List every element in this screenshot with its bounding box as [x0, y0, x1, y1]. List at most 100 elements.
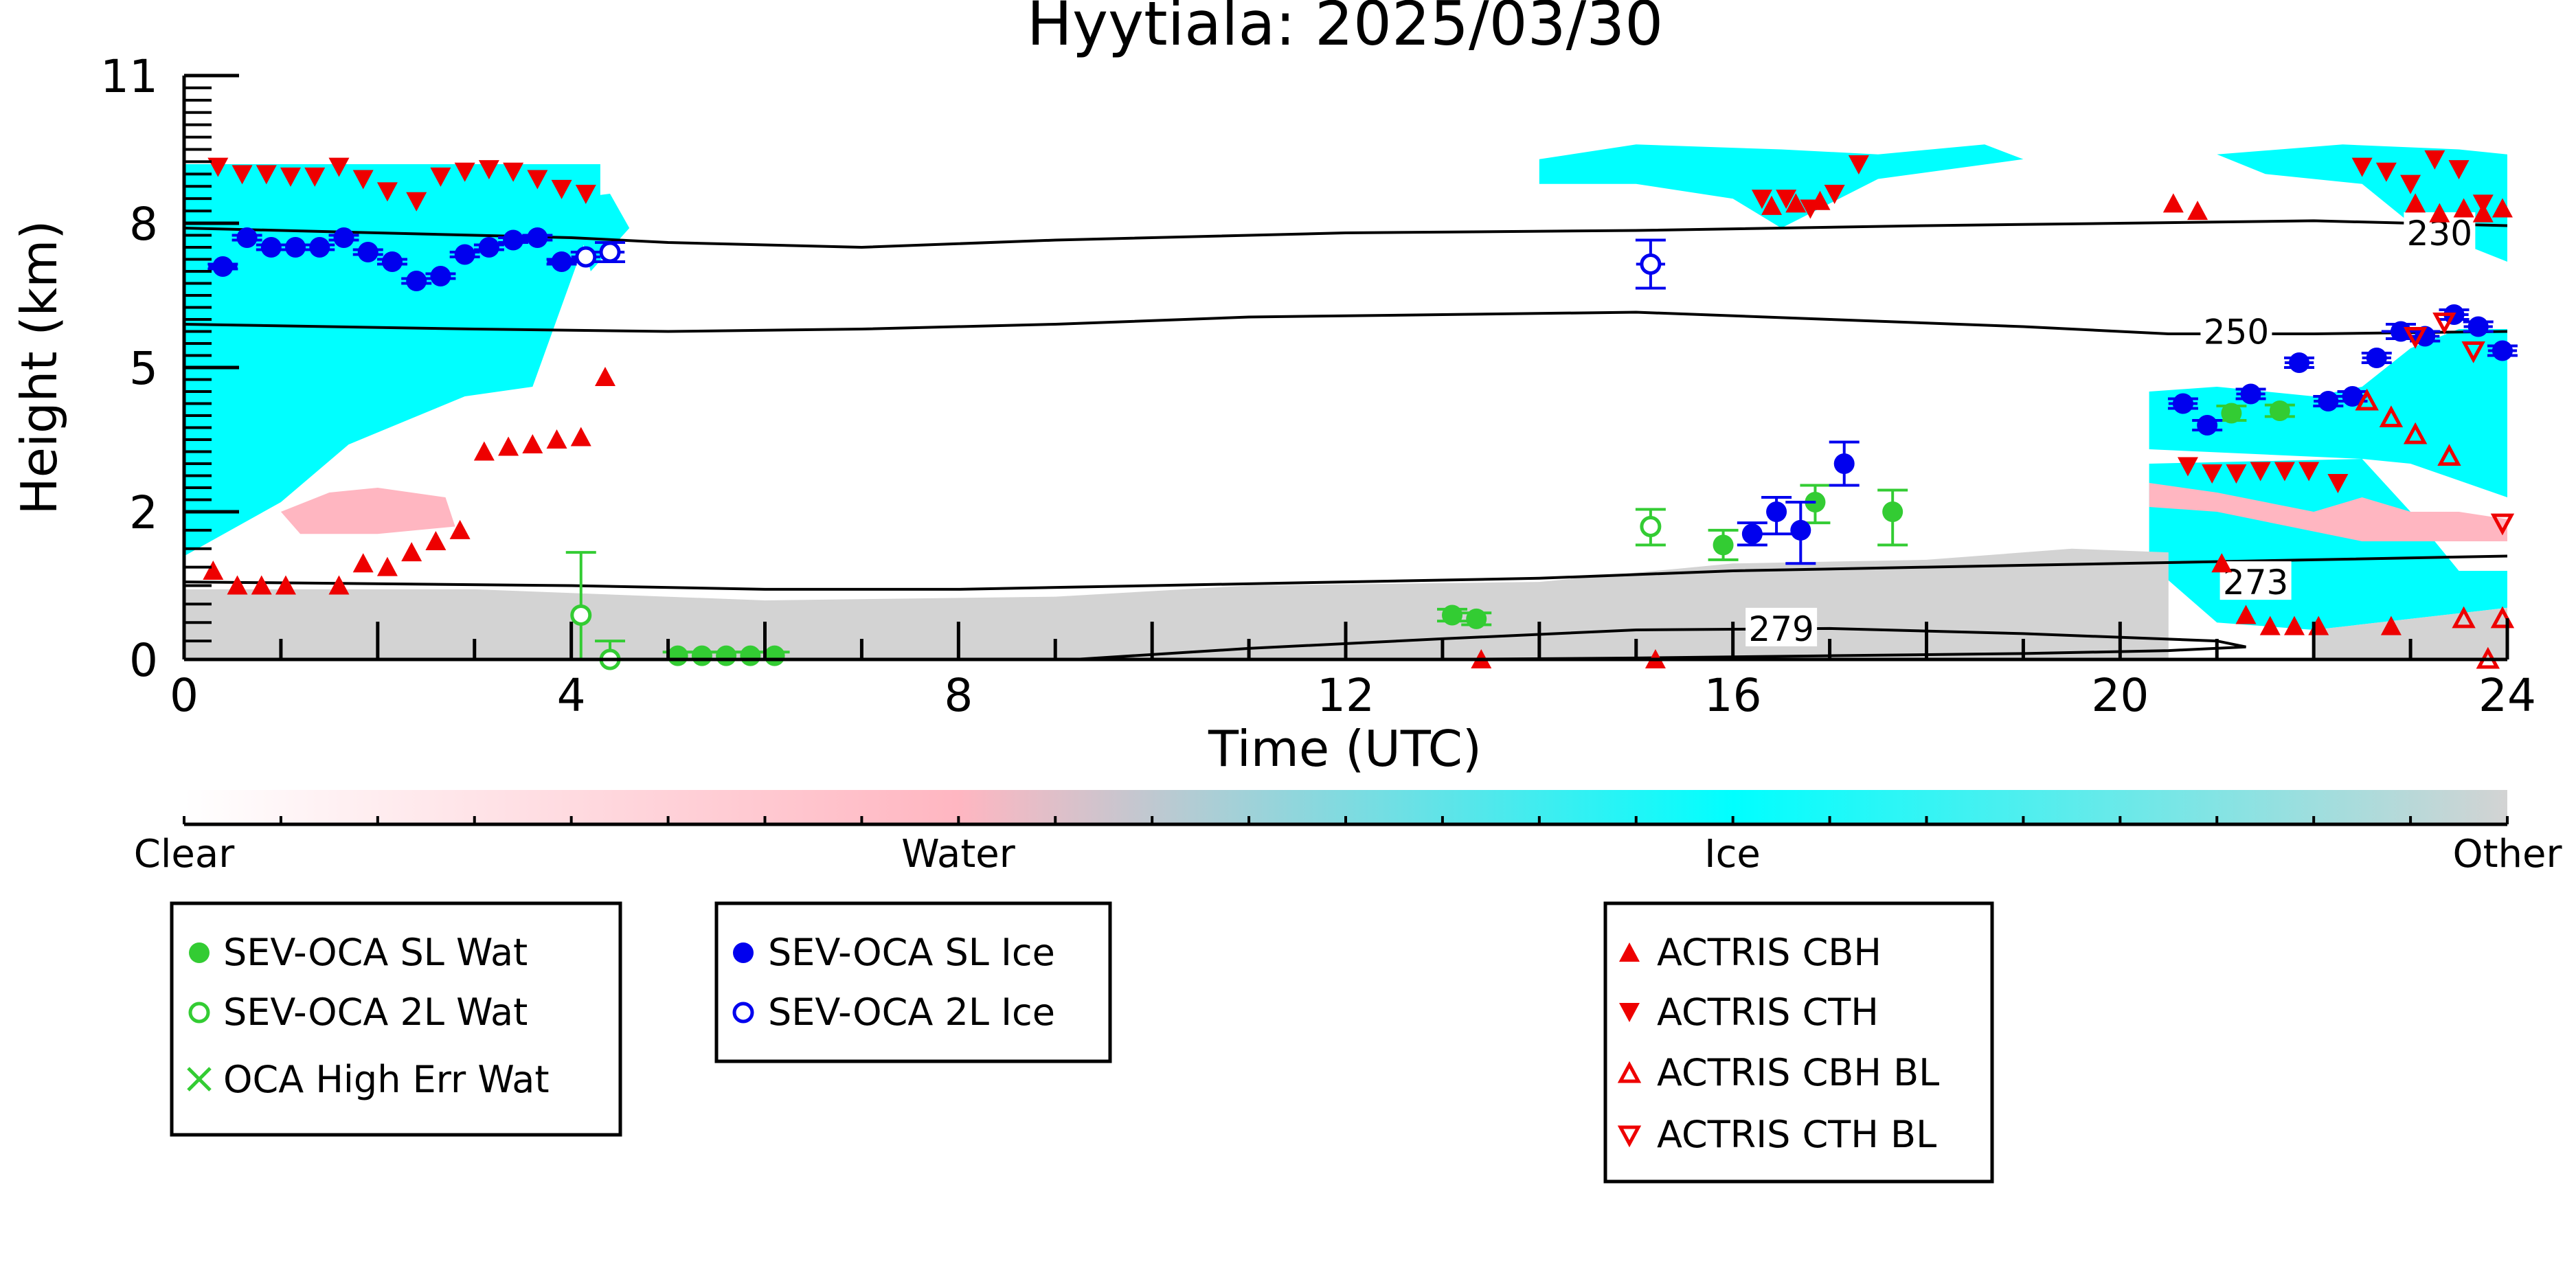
sev-oca-sl-ice-point — [1833, 453, 1855, 474]
actris-cth-point — [551, 179, 572, 199]
sev-oca-sl-ice-point — [2197, 415, 2218, 436]
sev-oca-2l-ice-point — [599, 241, 621, 263]
sev-oca-2l-wat-point — [570, 605, 592, 626]
actris-cth-point — [1824, 185, 1845, 204]
sev-oca-sl-ice-point — [381, 251, 403, 272]
actris-cth-point — [376, 182, 398, 202]
sev-oca-sl-wat-point — [716, 645, 737, 666]
colorbar-label-other: Other — [2452, 832, 2562, 877]
cloud-region-ice-5 — [2149, 459, 2507, 630]
actris-cth-point — [454, 162, 475, 182]
legend-label-actris-cth: ACTRIS CTH — [1657, 991, 1879, 1034]
sev-oca-sl-wat-point — [1466, 608, 1487, 629]
sev-oca-sl-wat-point — [2269, 400, 2290, 421]
cloud-region-water-6 — [280, 488, 455, 534]
actris-cth-point — [2351, 157, 2373, 177]
chart-title: Hyytiala: 2025/03/30 — [1027, 0, 1663, 59]
y-tick-label: 5 — [129, 342, 158, 395]
actris-cbh-point — [251, 575, 272, 595]
actris-cbh-point — [2492, 198, 2513, 218]
actris-cth-point — [352, 170, 374, 190]
legend-marker-oca-high-err-wat — [187, 1067, 212, 1092]
actris-cth-point — [575, 185, 596, 204]
legend-water: SEV-OCA SL Wat SEV-OCA 2L Wat OCA High E… — [170, 901, 622, 1137]
isotherm-line-273 — [184, 554, 2507, 591]
data-marks — [203, 150, 2518, 670]
actris-cth-point — [2274, 462, 2295, 482]
actris-cbh-point — [522, 434, 543, 453]
isotherm-label-bg-279 — [1745, 607, 1818, 646]
sev-oca-sl-ice-point — [2342, 386, 2363, 407]
sev-oca-sl-ice-point — [1741, 523, 1763, 545]
actris-cth-point — [1848, 155, 1869, 174]
actris-cbh-point — [203, 561, 224, 580]
x-tick-label: 20 — [2091, 669, 2149, 722]
actris-cbh-point — [546, 429, 567, 449]
actris-cth-point — [1800, 199, 1821, 219]
sev-oca-sl-wat-point — [1882, 501, 1903, 522]
actris-cth-point — [430, 167, 451, 187]
sev-oca-sl-ice-point — [212, 256, 234, 277]
isotherm-label-279: 279 — [1748, 609, 1814, 649]
sev-oca-sl-wat-point — [764, 645, 785, 666]
sev-oca-sl-wat-point — [1442, 605, 1463, 626]
actris-cbh-point — [352, 553, 374, 573]
sev-oca-sl-ice-point — [260, 237, 282, 258]
y-tick-label: 0 — [129, 634, 158, 687]
sev-oca-sl-ice-point — [1790, 519, 1811, 541]
isotherm-label-bg-250 — [2200, 310, 2272, 350]
legend-marker-sev-sl-wat — [189, 942, 210, 963]
actris-cth-point — [207, 157, 229, 177]
actris-cbh-point — [2380, 615, 2402, 635]
legend-marker-actris-cth-bl — [1617, 1125, 1642, 1148]
actris-cbh-point — [425, 531, 447, 550]
actris-cth-point — [406, 192, 427, 212]
actris-cbh-point — [2235, 605, 2257, 624]
actris-cth-point — [2327, 474, 2349, 493]
sev-oca-2l-ice-point — [1640, 253, 1662, 275]
sev-oca-sl-ice-point — [2390, 321, 2411, 342]
legend-label-actris-cbh: ACTRIS CBH — [1657, 931, 1882, 974]
legend-label-sev-sl-ice: SEV-OCA SL Ice — [768, 931, 1055, 974]
sev-oca-sl-ice-point — [333, 227, 354, 248]
actris-cbh-point — [2453, 198, 2474, 218]
x-tick-label: 24 — [2478, 669, 2536, 722]
sev-oca-sl-ice-point — [430, 266, 451, 286]
legend-marker-actris-cbh-bl — [1617, 1061, 1642, 1083]
actris-cth-bl-point — [2403, 327, 2428, 349]
actris-cth-point — [231, 165, 253, 185]
actris-cth-point — [2250, 462, 2271, 482]
actris-cbh-point — [2259, 615, 2281, 635]
actris-cbh-point — [2162, 193, 2184, 213]
sev-oca-sl-ice-point — [527, 227, 548, 248]
y-tick-label: 2 — [129, 486, 158, 539]
legend-ice: SEV-OCA SL Ice SEV-OCA 2L Ice — [714, 901, 1112, 1063]
actris-cth-point — [2400, 174, 2421, 194]
sev-oca-sl-ice-point — [2318, 391, 2339, 411]
actris-cth-bl-point — [2490, 513, 2515, 536]
isotherm-label-250: 250 — [2204, 313, 2269, 352]
legend-label-oca-high-err-wat: OCA High Err Wat — [223, 1058, 550, 1101]
cloud-region-ice-0 — [184, 164, 600, 556]
actris-cth-point — [2226, 464, 2247, 484]
sev-oca-sl-ice-point — [2172, 393, 2193, 414]
x-tick-label: 4 — [557, 669, 586, 722]
sev-oca-sl-ice-point — [285, 237, 306, 258]
legend-ice-frame — [714, 901, 1112, 1063]
sev-oca-sl-wat-point — [2221, 403, 2242, 424]
actris-cbh-point — [401, 542, 422, 562]
x-tick-label: 0 — [170, 669, 199, 722]
actris-cbh-point — [227, 575, 248, 595]
actris-cbh-point — [1761, 195, 1783, 215]
cloud-region-water-7 — [2149, 483, 2507, 541]
legend-marker-sev-2l-wat — [188, 1002, 210, 1024]
sev-oca-sl-ice-point — [503, 229, 524, 251]
x-tick-label: 16 — [1704, 669, 1762, 722]
actris-cbh-point — [1785, 193, 1807, 213]
legend-label-actris-cbh-bl: ACTRIS CBH BL — [1657, 1051, 1939, 1094]
actris-cth-point — [304, 167, 326, 187]
actris-cbh-point — [473, 441, 495, 461]
actris-cbh-point — [376, 556, 398, 576]
sev-oca-sl-wat-point — [667, 645, 688, 666]
